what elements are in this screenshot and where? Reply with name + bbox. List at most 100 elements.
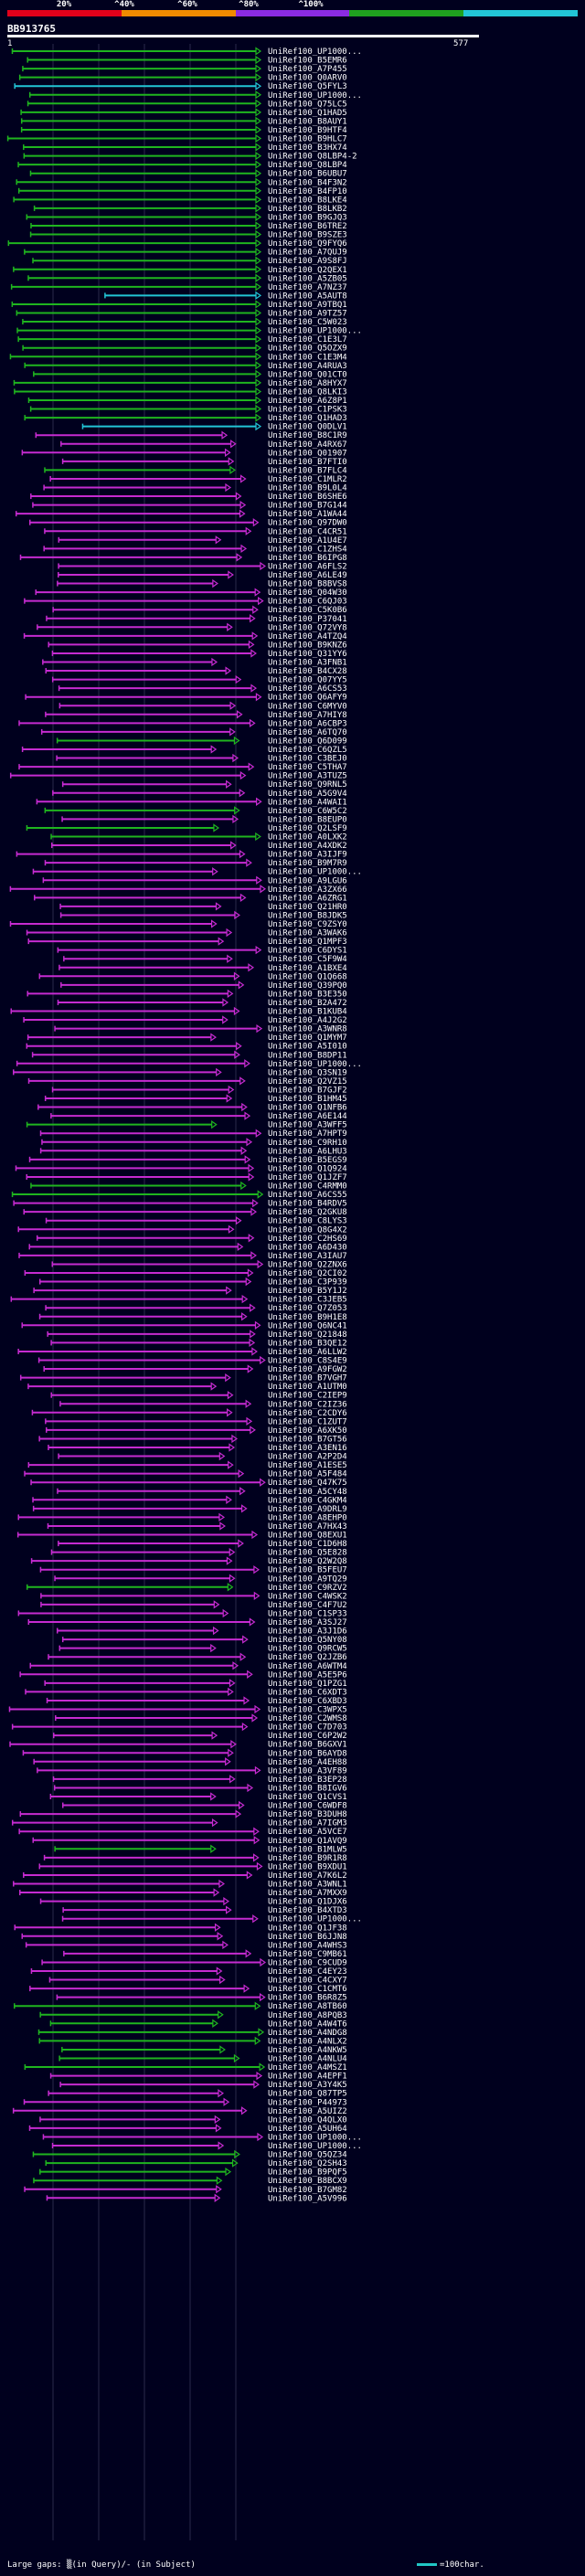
hit-row[interactable]: UniRef100_C3BEJ0: [56, 753, 347, 764]
hit-label[interactable]: UniRef100_B3DUH8: [268, 1810, 347, 1819]
hit-row[interactable]: UniRef100_B8AUY1: [20, 116, 347, 126]
hit-label[interactable]: UniRef100_B9R1R8: [268, 1854, 347, 1863]
hit-label[interactable]: UniRef100_Q1HAD5: [268, 109, 347, 118]
hit-row[interactable]: UniRef100_Q1NFB6: [37, 1102, 347, 1113]
hit-label[interactable]: UniRef100_B6JJN8: [268, 1933, 347, 1942]
hit-row[interactable]: UniRef100_A6CS53: [58, 684, 347, 694]
hit-row[interactable]: UniRef100_C6P2W2: [52, 1731, 347, 1741]
hit-row[interactable]: UniRef100_B5EMR6: [27, 55, 347, 66]
hit-label[interactable]: UniRef100_A7QUJ9: [268, 249, 347, 258]
hit-label[interactable]: UniRef100_Q2VZ15: [268, 1077, 347, 1087]
hit-label[interactable]: UniRef100_B9L0L4: [268, 484, 347, 493]
hit-label[interactable]: UniRef100_P44973: [268, 2098, 347, 2107]
hit-label[interactable]: UniRef100_A3TUZ5: [268, 772, 347, 781]
hit-row[interactable]: UniRef100_B6AYD8: [22, 1748, 347, 1758]
hit-label[interactable]: UniRef100_A4XDK2: [268, 842, 347, 851]
hit-label[interactable]: UniRef100_Q21848: [268, 1330, 347, 1340]
hit-row[interactable]: UniRef100_A9DRL9: [32, 1504, 347, 1514]
hit-label[interactable]: UniRef100_B5EMR6: [268, 57, 347, 66]
hit-row[interactable]: UniRef100_Q75LC5: [27, 99, 347, 109]
hit-label[interactable]: UniRef100_C6DYS1: [268, 947, 347, 956]
hit-row[interactable]: UniRef100_A9TQ29: [54, 1574, 347, 1584]
hit-label[interactable]: UniRef100_A6XK50: [268, 1426, 347, 1436]
hit-label[interactable]: UniRef100_A9S8FJ: [268, 257, 347, 266]
hit-row[interactable]: UniRef100_C2CDY6: [31, 1408, 347, 1418]
hit-row[interactable]: UniRef100_A6CS55: [11, 1190, 347, 1200]
hit-label[interactable]: UniRef100_B7FLC4: [268, 466, 347, 475]
hit-row[interactable]: UniRef100_Q87TP5: [48, 2089, 347, 2099]
hit-row[interactable]: UniRef100_A4W4T6: [49, 2019, 347, 2029]
hit-label[interactable]: UniRef100_A4W4T6: [268, 2019, 347, 2029]
hit-row[interactable]: UniRef100_B7FTI0: [61, 457, 347, 467]
hit-label[interactable]: UniRef100_Q1PZG1: [268, 1680, 347, 1689]
hit-row[interactable]: UniRef100_Q21848: [47, 1330, 347, 1340]
hit-label[interactable]: UniRef100_B6R8Z5: [268, 1994, 347, 2003]
hit-label[interactable]: UniRef100_C8LYS3: [268, 1217, 347, 1226]
hit-row[interactable]: UniRef100_A3IJF9: [16, 849, 347, 860]
hit-row[interactable]: UniRef100_A4TZQ4: [23, 631, 347, 641]
hit-label[interactable]: UniRef100_Q0DLV1: [268, 423, 347, 432]
hit-label[interactable]: UniRef100_C4WSK2: [268, 1592, 347, 1601]
hit-row[interactable]: UniRef100_A1U4E7: [58, 535, 347, 546]
hit-row[interactable]: UniRef100_A5V996: [46, 2193, 347, 2203]
hit-label[interactable]: UniRef100_Q5NY08: [268, 1636, 347, 1645]
hit-row[interactable]: UniRef100_A5E5P6: [19, 1670, 347, 1680]
hit-row[interactable]: UniRef100_C9ZSY0: [9, 919, 347, 929]
hit-row[interactable]: UniRef100_C4GKM4: [32, 1495, 347, 1505]
hit-label[interactable]: UniRef100_B9XDU1: [268, 1862, 347, 1871]
hit-row[interactable]: UniRef100_B8LKB2: [33, 204, 347, 214]
hit-label[interactable]: UniRef100_A6ZRG1: [268, 894, 347, 903]
hit-label[interactable]: UniRef100_A3IAU7: [268, 1252, 347, 1261]
hit-label[interactable]: UniRef100_A3SJ27: [268, 1618, 347, 1627]
hit-row[interactable]: UniRef100_C1SP33: [17, 1608, 347, 1618]
hit-row[interactable]: UniRef100_C1ZUT7: [45, 1416, 347, 1426]
hit-label[interactable]: UniRef100_UP1000...: [268, 2142, 362, 2151]
hit-label[interactable]: UniRef100_B1KUB4: [268, 1008, 347, 1017]
hit-label[interactable]: UniRef100_Q6AFY9: [268, 694, 347, 703]
hit-label[interactable]: UniRef100_A6CBP3: [268, 719, 347, 728]
hit-row[interactable]: UniRef100_Q8G4X2: [17, 1224, 347, 1235]
hit-row[interactable]: UniRef100_A9FGW2: [43, 1364, 347, 1374]
hit-label[interactable]: UniRef100_C1E3M4: [268, 353, 347, 362]
hit-row[interactable]: UniRef100_A9TBQ1: [11, 300, 347, 310]
hit-row[interactable]: UniRef100_B4RDV5: [13, 1198, 347, 1209]
hit-label[interactable]: UniRef100_A4NDG8: [268, 2029, 347, 2038]
hit-label[interactable]: UniRef100_Q1AVQ9: [268, 1837, 347, 1846]
hit-row[interactable]: UniRef100_Q01CT0: [33, 369, 347, 379]
hit-label[interactable]: UniRef100_Q1HAD3: [268, 414, 347, 423]
hit-label[interactable]: UniRef100_Q0ARV0: [268, 74, 347, 83]
hit-label[interactable]: UniRef100_A7HPT9: [268, 1129, 347, 1139]
hit-row[interactable]: UniRef100_Q9FYQ6: [7, 239, 347, 249]
hit-label[interactable]: UniRef100_B9PQF5: [268, 2168, 347, 2178]
hit-label[interactable]: UniRef100_Q72VY8: [268, 623, 347, 632]
hit-row[interactable]: UniRef100_A7HX43: [47, 1521, 347, 1532]
hit-row[interactable]: UniRef100_C1PSK3: [29, 404, 347, 415]
hit-label[interactable]: UniRef100_Q1CVS1: [268, 1793, 347, 1802]
hit-label[interactable]: UniRef100_C1E3L7: [268, 335, 347, 345]
hit-row[interactable]: UniRef100_B9H1E8: [38, 1312, 347, 1322]
hit-row[interactable]: UniRef100_Q39PQ0: [60, 981, 347, 991]
hit-label[interactable]: UniRef100_A1U4E7: [268, 536, 347, 546]
hit-row[interactable]: UniRef100_Q2CI02: [24, 1268, 347, 1278]
hit-label[interactable]: UniRef100_A4NLX2: [268, 2037, 347, 2046]
hit-row[interactable]: UniRef100_A5AUT8: [104, 291, 347, 301]
hit-label[interactable]: UniRef100_A5G9V4: [268, 790, 347, 799]
hit-label[interactable]: UniRef100_Q6D099: [268, 737, 347, 746]
hit-row[interactable]: UniRef100_B2A472: [57, 998, 347, 1008]
hit-label[interactable]: UniRef100_A5UH64: [268, 2125, 347, 2134]
hit-row[interactable]: UniRef100_Q07YY5: [51, 674, 347, 685]
hit-label[interactable]: UniRef100_C3P939: [268, 1278, 347, 1288]
hit-label[interactable]: UniRef100_B5EGS9: [268, 1156, 347, 1165]
hit-label[interactable]: UniRef100_UP1000...: [268, 868, 362, 877]
hit-row[interactable]: UniRef100_UP1000...: [16, 1059, 362, 1069]
hit-row[interactable]: UniRef100_B6TRE2: [30, 221, 347, 231]
hit-label[interactable]: UniRef100_UP1000...: [268, 48, 362, 57]
hit-row[interactable]: UniRef100_C3JEB5: [10, 1294, 347, 1305]
hit-label[interactable]: UniRef100_A5E5P6: [268, 1670, 347, 1680]
hit-row[interactable]: UniRef100_A6E144: [50, 1111, 347, 1121]
hit-label[interactable]: UniRef100_A2P2D4: [268, 1453, 347, 1462]
hit-row[interactable]: UniRef100_Q8LKI3: [14, 387, 347, 397]
hit-label[interactable]: UniRef100_A3VF89: [268, 1766, 347, 1776]
hit-row[interactable]: UniRef100_B3HX74: [23, 143, 347, 153]
hit-row[interactable]: UniRef100_C2IZ36: [59, 1399, 347, 1409]
